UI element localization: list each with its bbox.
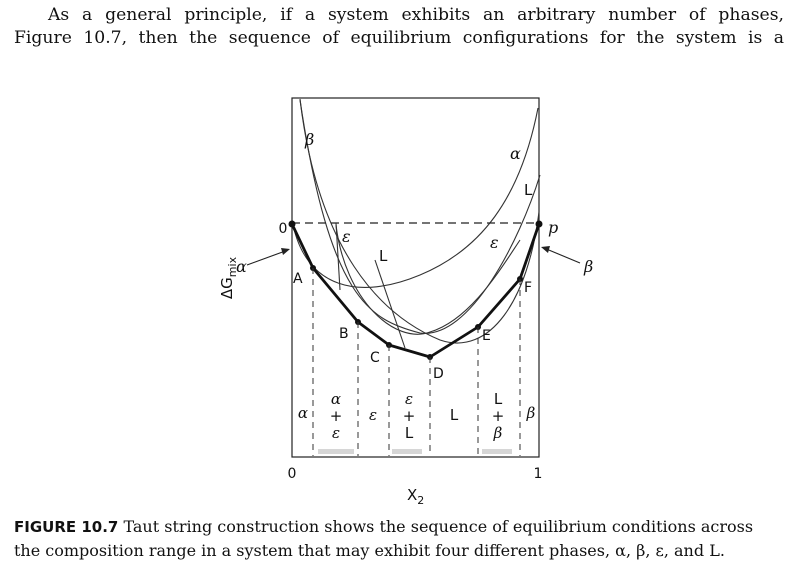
label-point-A: A [293,271,303,287]
region-alpha-eps-1: α [331,390,341,408]
label-alpha-arrow: α [236,257,247,276]
region-epsilon: ε [369,406,377,424]
region-eps-L-3: L [405,424,414,442]
region-L-beta-3: β [493,424,503,442]
region-alpha: α [298,404,308,422]
alpha-arrow [246,249,289,266]
label-epsilon-right: ε [490,233,499,252]
region-alpha-eps-3: ε [332,424,340,442]
y-tick-0: 0 [279,221,288,237]
region-beta: β [526,404,536,422]
label-L-line: L [379,247,388,265]
caption-text-1: Taut string construction shows the seque… [123,517,754,536]
L-curve [299,99,541,334]
region-L-beta: L + β [492,390,505,442]
x-tick-0: 0 [288,466,297,482]
label-beta-arrow: β [583,257,593,276]
caption-line-1: FIGURE 10.7 Taut string construction sho… [14,515,784,539]
label-point-E: E [482,328,491,344]
paragraph-line-1: As a general principle, if a system exhi… [48,5,784,25]
L-line [374,259,406,349]
alpha-arrowhead [281,248,290,255]
region-L-beta-2: + [492,407,505,425]
scan-noise [318,449,512,454]
caption-line-2: the composition range in a system that m… [14,541,725,560]
alpha-curve [291,107,539,288]
drop-lines [312,268,521,456]
region-eps-L: ε + L [403,390,416,442]
caption-label: FIGURE 10.7 [14,518,119,536]
beta-arrow [543,247,581,264]
label-point-F: F [524,280,532,296]
body-paragraph: As a general principle, if a system exhi… [14,4,784,50]
y-axis-label-sub: mix [226,256,239,277]
label-L-curve-right: L [524,181,533,199]
figure-caption: FIGURE 10.7 Taut string construction sho… [14,515,784,563]
region-L: L [450,406,459,424]
label-point-B: B [339,326,349,342]
beta-arrowhead [541,246,550,253]
label-epsilon-curve: ε [342,227,351,246]
region-alpha-eps-2: + [330,407,343,425]
region-eps-L-2: + [403,407,416,425]
x-axis-label-sub: 2 [417,494,424,507]
label-alpha-curve: α [510,144,521,163]
x-axis-label-main: X [407,486,417,504]
svg-text:ΔGmix: ΔGmix [218,256,239,299]
taut-string [290,223,541,359]
label-point-D: D [433,366,444,382]
y-axis-label: ΔGmix [218,256,239,299]
point-p [535,220,543,228]
region-L-beta-1: L [494,390,503,408]
beta-curve [299,98,540,344]
label-point-C: C [370,350,380,366]
label-beta-curve: β [304,130,314,149]
region-eps-L-1: ε [405,390,413,408]
x-tick-1: 1 [534,466,543,482]
paragraph-line-2: Figure 10.7, then the sequence of equili… [14,28,784,48]
y-axis-label-main: ΔG [218,277,236,299]
x-axis-label: X2 [407,486,424,507]
epsilon-start-line [335,222,341,291]
endpoint-p-label: p [548,218,558,237]
epsilon-curve [335,224,521,335]
region-alpha-eps: α + ε [330,390,343,442]
point-zero-left [288,220,296,228]
plot-frame [291,97,540,458]
